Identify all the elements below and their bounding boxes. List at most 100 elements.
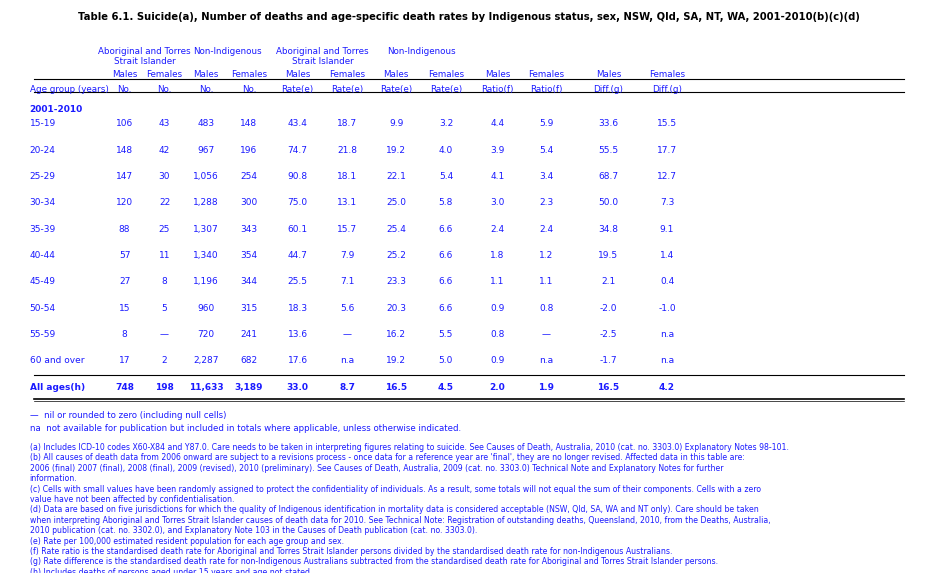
Text: 20-24: 20-24 (29, 146, 56, 155)
Text: 75.0: 75.0 (288, 198, 308, 207)
Text: 33.6: 33.6 (598, 120, 618, 128)
Text: 30-34: 30-34 (29, 198, 56, 207)
Text: 5.8: 5.8 (439, 198, 453, 207)
Text: 8: 8 (161, 277, 167, 286)
Text: 254: 254 (241, 172, 258, 181)
Text: -1.0: -1.0 (658, 304, 676, 313)
Text: 35-39: 35-39 (29, 225, 56, 234)
Text: Males: Males (596, 70, 621, 79)
Text: Table 6.1. Suicide(a), Number of deaths and age-specific death rates by Indigeno: Table 6.1. Suicide(a), Number of deaths … (78, 12, 860, 22)
Text: 1,340: 1,340 (194, 251, 219, 260)
Text: 30: 30 (159, 172, 170, 181)
Text: 2.4: 2.4 (539, 225, 553, 234)
Text: 2006 (final) 2007 (final), 2008 (final), 2009 (revised), 2010 (preliminary). See: 2006 (final) 2007 (final), 2008 (final),… (29, 464, 723, 473)
Text: 2.3: 2.3 (539, 198, 553, 207)
Text: 960: 960 (197, 304, 215, 313)
Text: 4.0: 4.0 (439, 146, 453, 155)
Text: 16.5: 16.5 (598, 383, 619, 391)
Text: 148: 148 (241, 120, 258, 128)
Text: 18.3: 18.3 (288, 304, 308, 313)
Text: Females: Females (329, 70, 365, 79)
Text: 22.1: 22.1 (386, 172, 406, 181)
Text: Males: Males (285, 70, 311, 79)
Text: 55.5: 55.5 (598, 146, 618, 155)
Text: Non-Indigenous: Non-Indigenous (194, 46, 261, 56)
Text: 88: 88 (119, 225, 130, 234)
Text: Ratio(f): Ratio(f) (481, 85, 514, 94)
Text: (f) Rate ratio is the standardised death rate for Aboriginal and Torres Strait I: (f) Rate ratio is the standardised death… (29, 547, 672, 556)
Text: Males: Males (485, 70, 510, 79)
Text: 1,056: 1,056 (194, 172, 219, 181)
Text: 5.5: 5.5 (439, 330, 453, 339)
Text: 25.2: 25.2 (386, 251, 406, 260)
Text: 720: 720 (197, 330, 215, 339)
Text: 4.1: 4.1 (490, 172, 505, 181)
Text: 196: 196 (240, 146, 258, 155)
Text: Age group (years): Age group (years) (29, 85, 109, 94)
Text: 2.1: 2.1 (601, 277, 615, 286)
Text: 1,307: 1,307 (194, 225, 219, 234)
Text: na  not available for publication but included in totals where applicable, unles: na not available for publication but inc… (29, 424, 461, 433)
Text: (g) Rate difference is the standardised death rate for non-Indigenous Australian: (g) Rate difference is the standardised … (29, 558, 717, 567)
Text: 6.6: 6.6 (439, 277, 453, 286)
Text: 3.9: 3.9 (490, 146, 505, 155)
Text: Males: Males (194, 70, 219, 79)
Text: 2.0: 2.0 (490, 383, 505, 391)
Text: Males: Males (383, 70, 409, 79)
Text: (a) Includes ICD-10 codes X60-X84 and Y87.0. Care needs to be taken in interpret: (a) Includes ICD-10 codes X60-X84 and Y8… (29, 443, 788, 452)
Text: 1.9: 1.9 (538, 383, 554, 391)
Text: 8: 8 (122, 330, 127, 339)
Text: 2,287: 2,287 (194, 356, 219, 365)
Text: 6.6: 6.6 (439, 225, 453, 234)
Text: -2.0: -2.0 (599, 304, 617, 313)
Text: -1.7: -1.7 (599, 356, 617, 365)
Text: Females: Females (649, 70, 685, 79)
Text: 18.1: 18.1 (337, 172, 358, 181)
Text: n.a: n.a (660, 356, 674, 365)
Text: Rate(e): Rate(e) (331, 85, 363, 94)
Text: 147: 147 (116, 172, 133, 181)
Text: 2: 2 (161, 356, 167, 365)
Text: 15-19: 15-19 (29, 120, 56, 128)
Text: 40-44: 40-44 (29, 251, 56, 260)
Text: 20.3: 20.3 (386, 304, 406, 313)
Text: 1.1: 1.1 (490, 277, 505, 286)
Text: Males: Males (112, 70, 137, 79)
Text: 15: 15 (119, 304, 130, 313)
Text: 8.7: 8.7 (340, 383, 355, 391)
Text: 0.8: 0.8 (490, 330, 505, 339)
Text: 967: 967 (197, 146, 215, 155)
Text: Rate(e): Rate(e) (380, 85, 413, 94)
Text: 5.0: 5.0 (439, 356, 453, 365)
Text: 25.5: 25.5 (288, 277, 308, 286)
Text: (b) All causes of death data from 2006 onward are subject to a revisions process: (b) All causes of death data from 2006 o… (29, 453, 745, 462)
Text: 1,288: 1,288 (194, 198, 219, 207)
Text: 5.4: 5.4 (439, 172, 453, 181)
Text: 27: 27 (119, 277, 130, 286)
Text: 16.2: 16.2 (386, 330, 406, 339)
Text: No.: No. (117, 85, 132, 94)
Text: —: — (542, 330, 550, 339)
Text: 7.3: 7.3 (660, 198, 674, 207)
Text: 4.5: 4.5 (438, 383, 454, 391)
Text: 7.9: 7.9 (340, 251, 355, 260)
Text: 1.1: 1.1 (539, 277, 553, 286)
Text: 0.9: 0.9 (490, 304, 505, 313)
Text: Diff.(g): Diff.(g) (652, 85, 682, 94)
Text: 60.1: 60.1 (288, 225, 308, 234)
Text: 4.2: 4.2 (659, 383, 675, 391)
Text: 1.4: 1.4 (660, 251, 674, 260)
Text: Non-Indigenous: Non-Indigenous (387, 46, 455, 56)
Text: 55-59: 55-59 (29, 330, 56, 339)
Text: 17.7: 17.7 (657, 146, 677, 155)
Text: 23.3: 23.3 (386, 277, 406, 286)
Text: 0.8: 0.8 (539, 304, 553, 313)
Text: No.: No. (242, 85, 256, 94)
Text: 17.6: 17.6 (288, 356, 308, 365)
Text: Diff.(g): Diff.(g) (594, 85, 623, 94)
Text: 68.7: 68.7 (598, 172, 618, 181)
Text: 57: 57 (119, 251, 130, 260)
Text: 3,189: 3,189 (235, 383, 263, 391)
Text: Rate(e): Rate(e) (281, 85, 313, 94)
Text: 15.7: 15.7 (337, 225, 358, 234)
